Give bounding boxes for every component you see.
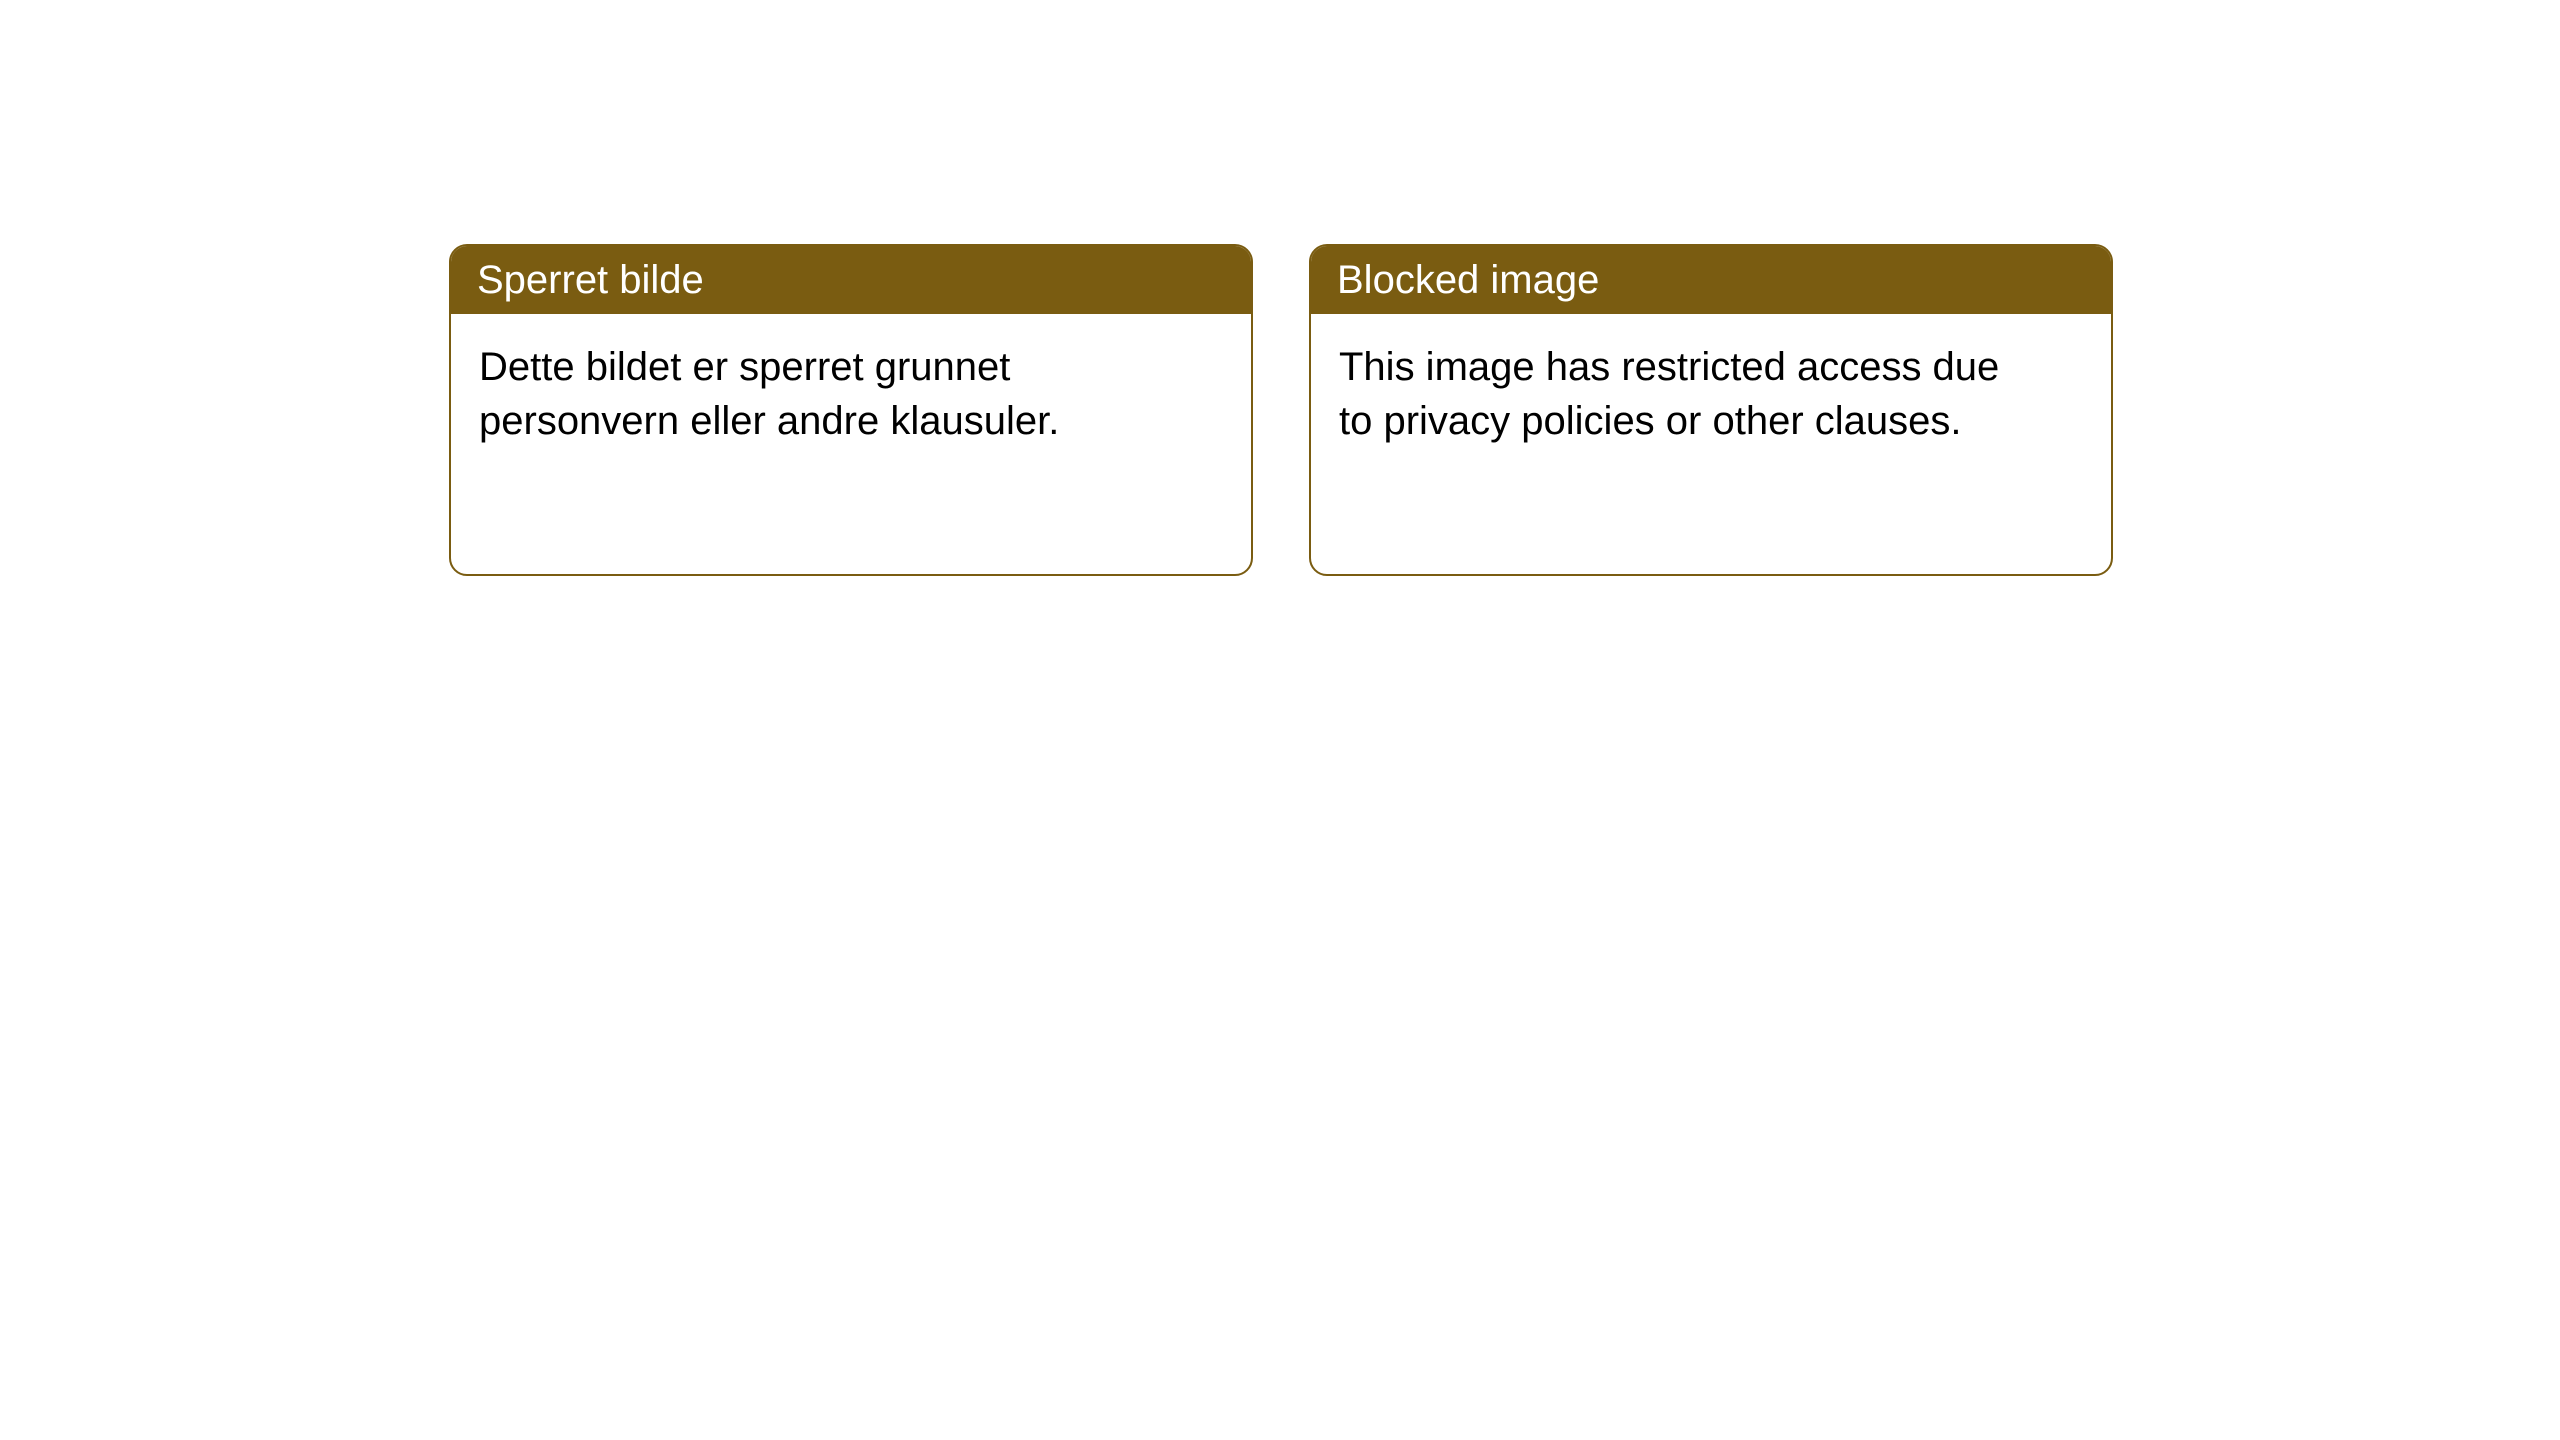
notice-card-english: Blocked image This image has restricted …	[1309, 244, 2113, 576]
notice-header-norwegian: Sperret bilde	[451, 246, 1251, 314]
notice-cards-container: Sperret bilde Dette bildet er sperret gr…	[449, 244, 2113, 576]
notice-body-norwegian: Dette bildet er sperret grunnet personve…	[451, 314, 1171, 474]
notice-card-norwegian: Sperret bilde Dette bildet er sperret gr…	[449, 244, 1253, 576]
notice-body-english: This image has restricted access due to …	[1311, 314, 2031, 474]
notice-header-english: Blocked image	[1311, 246, 2111, 314]
